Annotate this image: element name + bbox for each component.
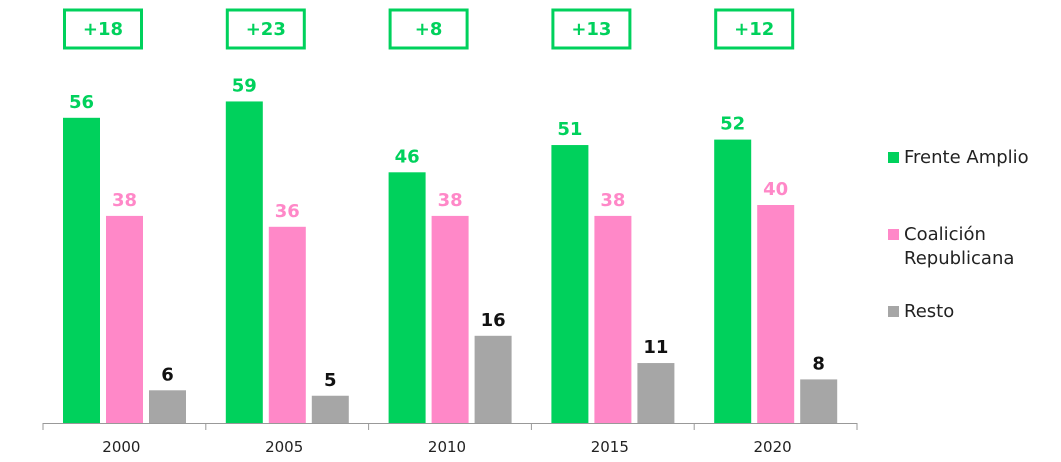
bar [149,390,186,423]
difference-label: +18 [83,19,123,40]
data-label: 5 [324,370,337,391]
bars [63,101,838,424]
legend-label-resto: Resto [904,301,955,322]
x-tick-label: 2010 [428,438,466,456]
bar [63,117,100,424]
difference-box [63,8,143,50]
data-label: 59 [232,75,257,96]
bar [268,226,306,423]
difference-box [551,8,632,50]
bar [714,139,752,423]
x-tick-label: 2000 [102,438,140,456]
bar [431,215,469,423]
difference-box [388,8,469,50]
legend-label-coalicion-republicana: Coalición Republicana [904,224,1015,269]
difference-box [714,8,795,50]
legend-item-frente-amplio: Frente Amplio [888,146,1058,170]
difference-label: +13 [571,19,611,40]
data-label: 16 [481,310,506,331]
data-label: 6 [161,364,174,385]
data-label: 11 [643,337,668,358]
data-label: 52 [720,114,745,135]
legend-swatch-resto [888,306,899,317]
legend-swatch-coalicion-republicana [888,229,899,240]
data-label: 36 [275,201,300,222]
bar [311,395,349,423]
bar [106,215,143,423]
data-label: 38 [112,190,137,211]
bar [637,363,675,423]
legend-label-frente-amplio: Frente Amplio [904,147,1029,168]
legend-item-resto: Resto [888,300,1058,324]
bar [757,205,795,423]
data-label: 51 [557,119,582,140]
difference-label: +8 [415,19,443,40]
legend-item-coalicion-republicana: Coalición Republicana [888,223,1058,271]
bar [225,101,263,423]
difference-label: +12 [734,19,774,40]
bar [800,379,838,423]
x-axis-ticks: 2000 2005 2010 2015 2020 [42,423,858,456]
x-tick-label: 2005 [265,438,303,456]
value-labels: 56 38 6 59 36 5 46 38 16 51 38 11 52 40 8 [69,75,825,390]
data-label: 46 [395,146,420,167]
bar [551,145,589,424]
data-label: 56 [69,92,94,113]
data-label: 38 [438,190,463,211]
legend-swatch-frente-amplio [888,152,899,163]
difference-label: +23 [246,19,286,40]
x-tick-label: 2020 [754,438,792,456]
difference-box [225,8,306,50]
difference-boxes: +18 +23 +8 +13 +12 [63,8,795,50]
data-label: 40 [763,179,788,200]
bar [594,215,632,423]
data-label: 8 [812,353,825,374]
x-tick-label: 2015 [591,438,629,456]
bar [474,335,512,423]
data-label: 38 [600,190,625,211]
bar [388,172,426,423]
